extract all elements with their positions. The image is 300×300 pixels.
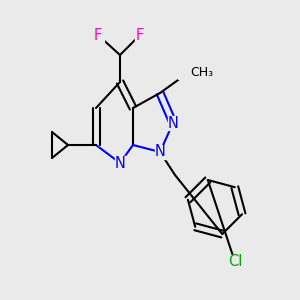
Text: N: N: [115, 155, 125, 170]
Bar: [178, 65, 203, 79]
Text: F: F: [136, 28, 144, 43]
Text: N: N: [154, 145, 165, 160]
Bar: [134, 28, 146, 42]
Text: Cl: Cl: [228, 254, 242, 269]
Text: F: F: [94, 28, 102, 43]
Text: CH₃: CH₃: [190, 65, 213, 79]
Bar: [115, 156, 125, 170]
Text: N: N: [168, 116, 178, 130]
Bar: [154, 145, 166, 159]
Bar: [92, 28, 104, 42]
Bar: [226, 255, 244, 269]
Bar: [167, 116, 178, 130]
